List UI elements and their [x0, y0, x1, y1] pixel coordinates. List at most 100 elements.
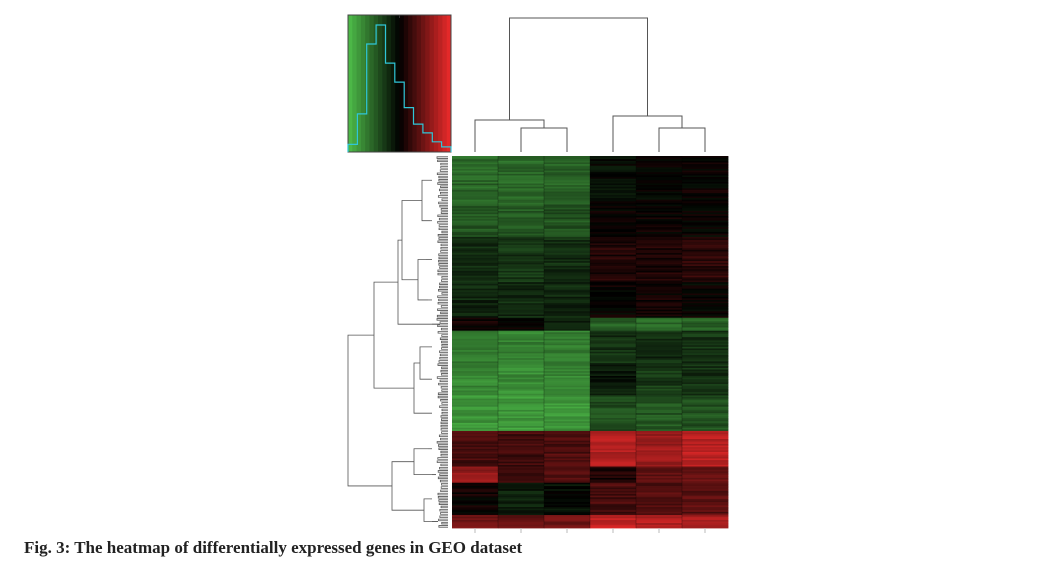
heatmap-cell	[590, 272, 637, 275]
heatmap-cell	[636, 458, 683, 461]
heatmap-cell	[544, 489, 591, 492]
heatmap-cell	[544, 214, 591, 217]
heatmap-cell	[682, 160, 729, 163]
heatmap-cell	[590, 439, 637, 442]
heatmap-cell	[498, 320, 545, 323]
heatmap-cell	[636, 405, 683, 408]
heatmap-cell	[498, 335, 545, 338]
heatmap-cell	[590, 363, 637, 366]
heatmap-cell	[636, 165, 683, 168]
heatmap-cell	[498, 332, 545, 335]
heatmap-cell	[498, 490, 545, 493]
heatmap-cell	[636, 210, 683, 214]
heatmap-cell	[452, 353, 499, 356]
heatmap-cell	[636, 453, 683, 456]
heatmap-cell	[544, 374, 591, 377]
heatmap-cell	[544, 432, 591, 435]
heatmap-cell	[544, 342, 591, 345]
heatmap-cell	[452, 503, 499, 506]
heatmap-cell	[544, 312, 591, 315]
color-key-band	[382, 15, 388, 152]
heatmap-cell	[544, 210, 591, 214]
heatmap-cell	[498, 228, 545, 231]
heatmap-cell	[452, 228, 499, 231]
heatmap-cell	[682, 267, 729, 270]
heatmap-cell	[498, 309, 545, 312]
heatmap-cell	[452, 275, 499, 278]
heatmap-cell	[498, 406, 545, 409]
heatmap-cell	[590, 173, 637, 176]
heatmap-cell	[590, 232, 637, 235]
heatmap-cell	[452, 220, 499, 223]
heatmap-cell	[544, 175, 591, 178]
heatmap-cell	[544, 320, 591, 323]
heatmap-cell	[452, 201, 499, 204]
heatmap-cell	[636, 398, 683, 401]
dendrogram-link	[440, 185, 448, 188]
heatmap-cell	[452, 498, 499, 501]
heatmap-cell	[682, 311, 729, 314]
heatmap-cell	[682, 168, 729, 171]
heatmap-cell	[498, 230, 545, 233]
heatmap-cell	[636, 371, 683, 374]
heatmap-cell	[452, 384, 499, 387]
heatmap-cell	[498, 418, 545, 421]
heatmap-cell	[544, 159, 591, 162]
dendrogram-link	[437, 457, 448, 460]
heatmap-cell	[682, 471, 729, 474]
heatmap-cell	[452, 168, 499, 171]
heatmap-cell	[682, 448, 729, 451]
heatmap-cell	[498, 157, 545, 160]
heatmap-cell	[544, 228, 591, 231]
dendrogram-link	[439, 509, 448, 512]
heatmap-cell	[636, 523, 683, 526]
heatmap-cell	[682, 511, 729, 514]
dendrogram-link	[439, 350, 448, 353]
heatmap-cell	[498, 440, 545, 443]
heatmap-cell	[636, 495, 683, 498]
heatmap-cell	[636, 481, 683, 484]
heatmap-cell	[590, 304, 637, 307]
heatmap-cell	[590, 405, 637, 408]
heatmap-cell	[452, 390, 499, 393]
heatmap-cell	[590, 316, 637, 319]
heatmap-cell	[682, 453, 729, 456]
heatmap-cell	[544, 288, 591, 291]
dendrogram-link	[436, 376, 448, 379]
heatmap-cell	[636, 168, 683, 171]
heatmap-cell	[452, 217, 499, 220]
heatmap-cell	[498, 469, 545, 472]
heatmap-cell	[590, 291, 637, 294]
heatmap-cell	[682, 343, 729, 346]
heatmap-cell	[544, 178, 591, 181]
heatmap-cell	[590, 170, 637, 173]
heatmap-cell	[590, 299, 637, 302]
heatmap-cell	[682, 439, 729, 442]
heatmap-cell	[452, 497, 499, 500]
dendrogram-link	[437, 182, 448, 185]
heatmap-cell	[452, 500, 499, 503]
heatmap-cell	[544, 435, 591, 438]
heatmap-cell	[498, 238, 545, 241]
heatmap-cell	[682, 308, 729, 311]
heatmap-cell	[682, 506, 729, 509]
color-key-band	[399, 15, 405, 152]
dendrogram-link	[438, 227, 448, 230]
heatmap-cell	[452, 510, 499, 513]
dendrogram-link	[440, 421, 448, 425]
heatmap-cell	[498, 223, 545, 226]
heatmap-cell	[636, 492, 683, 495]
heatmap-cell	[544, 285, 591, 288]
heatmap-cell	[682, 249, 729, 252]
heatmap-cell	[544, 311, 591, 314]
heatmap-cell	[452, 324, 499, 327]
heatmap-cell	[498, 455, 545, 458]
heatmap-cell	[498, 460, 545, 463]
heatmap-cell	[498, 371, 545, 374]
heatmap-grid	[452, 156, 729, 529]
heatmap-cell	[544, 469, 591, 472]
heatmap-cell	[682, 434, 729, 437]
heatmap-cell	[636, 346, 683, 349]
heatmap-cell	[590, 461, 637, 464]
heatmap-cell	[682, 461, 729, 464]
